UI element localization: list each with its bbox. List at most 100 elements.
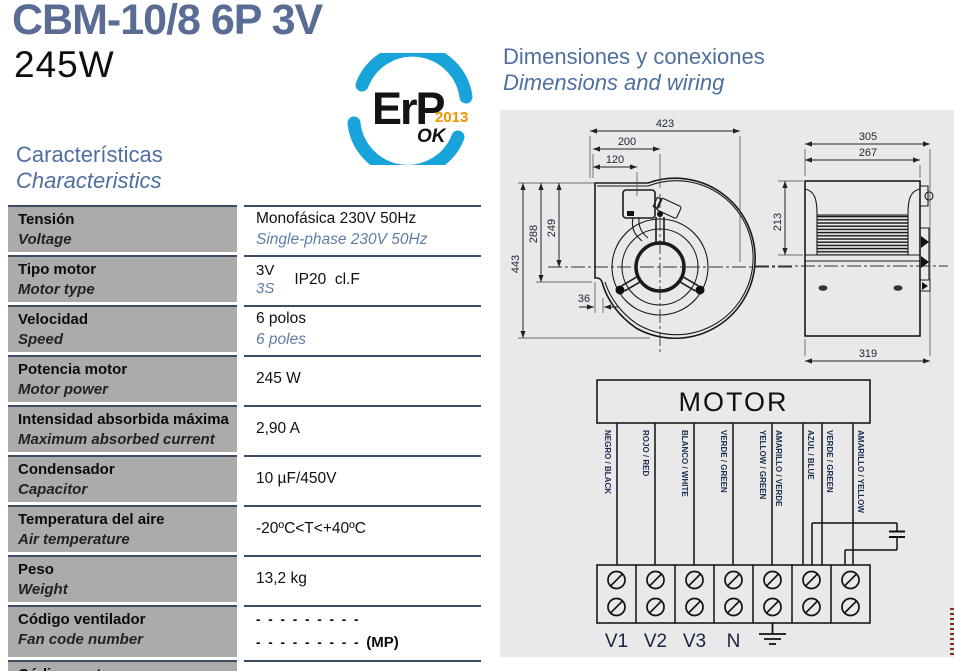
spec-label: Potencia motor Motor power [8, 355, 237, 402]
dimension-arrow-icon [593, 164, 600, 170]
terminal-screw-icon [646, 570, 665, 590]
spec-label-en: Motor power [18, 380, 108, 398]
val-es: 245 W [256, 370, 301, 388]
wire-color-label: AMARILLO / YELLOW [856, 430, 865, 513]
terminal-screw-slash [649, 600, 662, 614]
dimension-arrow-icon [782, 181, 788, 188]
dimensions-heading-en: Dimensions and wiring [503, 70, 725, 95]
terminal-screw-icon [607, 570, 626, 590]
capacitor-symbol [811, 522, 905, 565]
spec-label-es: Intensidad absorbida máxima [18, 411, 229, 428]
spec-table-row: Tipo motor Motor type 3V 3S IP20 cl.F [8, 255, 481, 302]
terminal-screw-icon [841, 597, 860, 617]
val-en: Single-phase 230V 50Hz [256, 230, 428, 248]
val-es: 3V [256, 262, 275, 280]
mount-bolt-left [615, 285, 625, 295]
terminal-screw-icon [685, 597, 704, 617]
dimensions-heading-es: Dimensiones y conexiones [503, 44, 765, 69]
mount-bolt-right [695, 285, 705, 295]
terminal-screw-slash [805, 573, 818, 587]
val-stack: 3V 3S [256, 262, 274, 297]
cable-gland-icon [652, 196, 682, 219]
spec-table-row: Condensador Capacitor 10 µF/450V [8, 455, 481, 502]
characteristics-heading-en: Characteristics [16, 168, 162, 193]
svg-text:200: 200 [618, 136, 636, 148]
terminal-screw-icon [607, 597, 626, 617]
spec-label-es: Temperatura del aire [18, 511, 165, 528]
characteristics-heading-es: Características [16, 142, 163, 167]
svg-text:36: 36 [578, 293, 590, 305]
dimension-arrow-icon [805, 157, 812, 163]
spec-label-en: Capacitor [18, 480, 88, 498]
dimension-arrow-icon [923, 141, 930, 147]
terminal-label-v2: V2 [644, 631, 667, 652]
motor-box-label: MOTOR [679, 387, 789, 417]
terminal-block [596, 564, 871, 624]
val-extra: IP20 cl.F [294, 270, 360, 288]
wire-color-label: BLANCO / WHITE [680, 430, 689, 497]
terminal-screw-slash [610, 600, 623, 614]
spec-value: 13,2 kg [244, 555, 481, 602]
spec-value: 3V 3S IP20 cl.F [244, 255, 481, 302]
terminal-label-v3: V3 [683, 631, 706, 652]
dimension-arrow-icon [590, 128, 597, 134]
terminal-label-v1: V1 [605, 631, 628, 652]
spec-label-en: Air temperature [18, 530, 130, 548]
terminal-screw-icon [841, 570, 860, 590]
spec-value: Monofásica 230V 50Hz Single-phase 230V 50… [244, 205, 481, 252]
dimension-arrow-icon [923, 358, 930, 364]
terminal-screw-slash [727, 600, 740, 614]
characteristics-heading: Características Characteristics [16, 142, 163, 194]
terminal-screw-slash [844, 600, 857, 614]
svg-text:288: 288 [528, 225, 540, 243]
val-es: Monofásica 230V 50Hz [256, 210, 417, 228]
dimension-arrow-icon [805, 358, 812, 364]
spec-label-en: Motor type [18, 280, 95, 298]
terminal-screw-slash [805, 600, 818, 614]
wire-color-label: NEGRO / BLACK [603, 430, 612, 494]
dimension-arrow-icon [805, 141, 812, 147]
wire-color-label: AZUL / BLUE [806, 430, 815, 480]
side-view-drawing: 305 267 213 319 [755, 131, 948, 364]
svg-text:423: 423 [656, 118, 674, 130]
svg-text:443: 443 [510, 255, 522, 273]
spec-table-row: Potencia motor Motor power 245 W [8, 355, 481, 402]
spec-label-en: Speed [18, 330, 64, 348]
spec-value: 245 W [244, 355, 481, 402]
terminal-screw-slash [844, 573, 857, 587]
dimension-arrow-icon [604, 304, 611, 310]
svg-text:319: 319 [859, 348, 877, 360]
impeller-hatch [816, 214, 909, 256]
dimension-arrow-icon [587, 304, 594, 310]
terminal-screw-icon [724, 570, 743, 590]
spec-label: Velocidad Speed [8, 305, 237, 352]
spec-label-es: Tensión [18, 211, 75, 228]
spec-table: Tensión Voltage Monofásica 230V 50Hz Single… [8, 205, 481, 671]
spec-value: - - - - - - - - - - - - - - - - - - (MP) [244, 605, 481, 657]
spec-table-row: Código ventilador Fan code number - - - - … [8, 605, 481, 657]
spec-label-en: Weight [18, 580, 68, 598]
terminal-screw-slash [766, 573, 779, 587]
erp-ok-label: OK [417, 126, 447, 147]
wire-color-label: AMARILLO / VERDE [774, 430, 783, 507]
spec-value: 10 µF/450V [244, 455, 481, 502]
dimensions-panel: 423 200 120 443 288 249 36 [500, 110, 954, 657]
terminal-screw-icon [802, 570, 821, 590]
fan-code-mp-suffix: (MP) [366, 633, 399, 651]
spec-value: -20ºC<T<+40ºC [244, 505, 481, 552]
spec-label-es: Condensador [18, 461, 115, 478]
spec-label: Temperatura del aire Air temperature [8, 505, 237, 552]
val-es: 13,2 kg [256, 570, 307, 588]
spec-table-row: Peso Weight 13,2 kg [8, 555, 481, 602]
terminal-screw-slash [688, 600, 701, 614]
svg-text:267: 267 [859, 147, 877, 159]
mount-slot-right [893, 285, 903, 291]
svg-text:249: 249 [546, 219, 558, 237]
svg-text:305: 305 [859, 131, 877, 143]
terminal-screw-icon [802, 597, 821, 617]
dimension-arrow-icon [653, 146, 660, 152]
dimension-arrow-icon [630, 164, 637, 170]
terminal-screw-slash [649, 573, 662, 587]
spec-value: 6 polos 6 poles [244, 305, 481, 352]
edge-code-strip [950, 608, 954, 656]
